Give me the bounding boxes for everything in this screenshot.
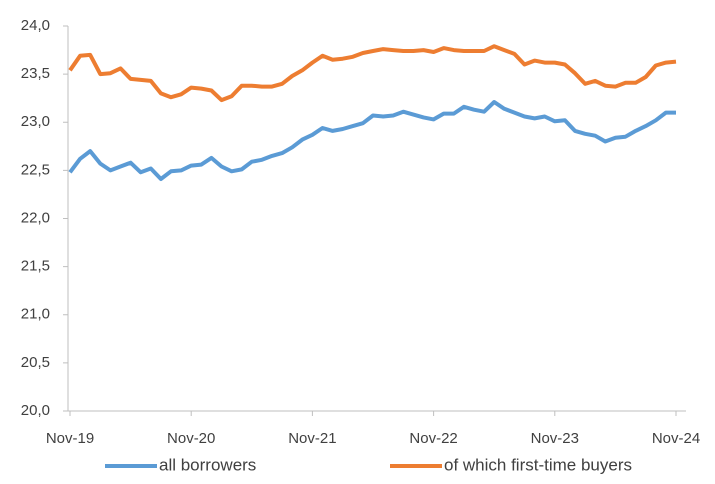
- y-tick-label: 21,5: [21, 258, 50, 275]
- legend-label: all borrowers: [159, 455, 256, 474]
- series-line: [68, 100, 676, 181]
- x-tick-label: Nov-19: [46, 430, 94, 447]
- y-tick-label: 22,0: [21, 209, 50, 226]
- legend-label: of which first-time buyers: [444, 455, 632, 474]
- y-tick-label: 20,5: [21, 354, 50, 371]
- y-tick-label: 23,0: [21, 113, 50, 130]
- x-tick-label: Nov-24: [652, 430, 700, 447]
- x-tick-label: Nov-21: [288, 430, 336, 447]
- x-tick-label: Nov-20: [167, 430, 215, 447]
- y-tick-label: 24,0: [21, 17, 50, 34]
- y-tick-label: 22,5: [21, 161, 50, 178]
- y-tick-label: 21,0: [21, 306, 50, 323]
- x-tick-label: Nov-23: [531, 430, 579, 447]
- series-line: [68, 44, 677, 103]
- y-tick-label: 20,0: [21, 402, 50, 419]
- y-tick-label: 23,5: [21, 65, 50, 82]
- x-tick-label: Nov-22: [409, 430, 457, 447]
